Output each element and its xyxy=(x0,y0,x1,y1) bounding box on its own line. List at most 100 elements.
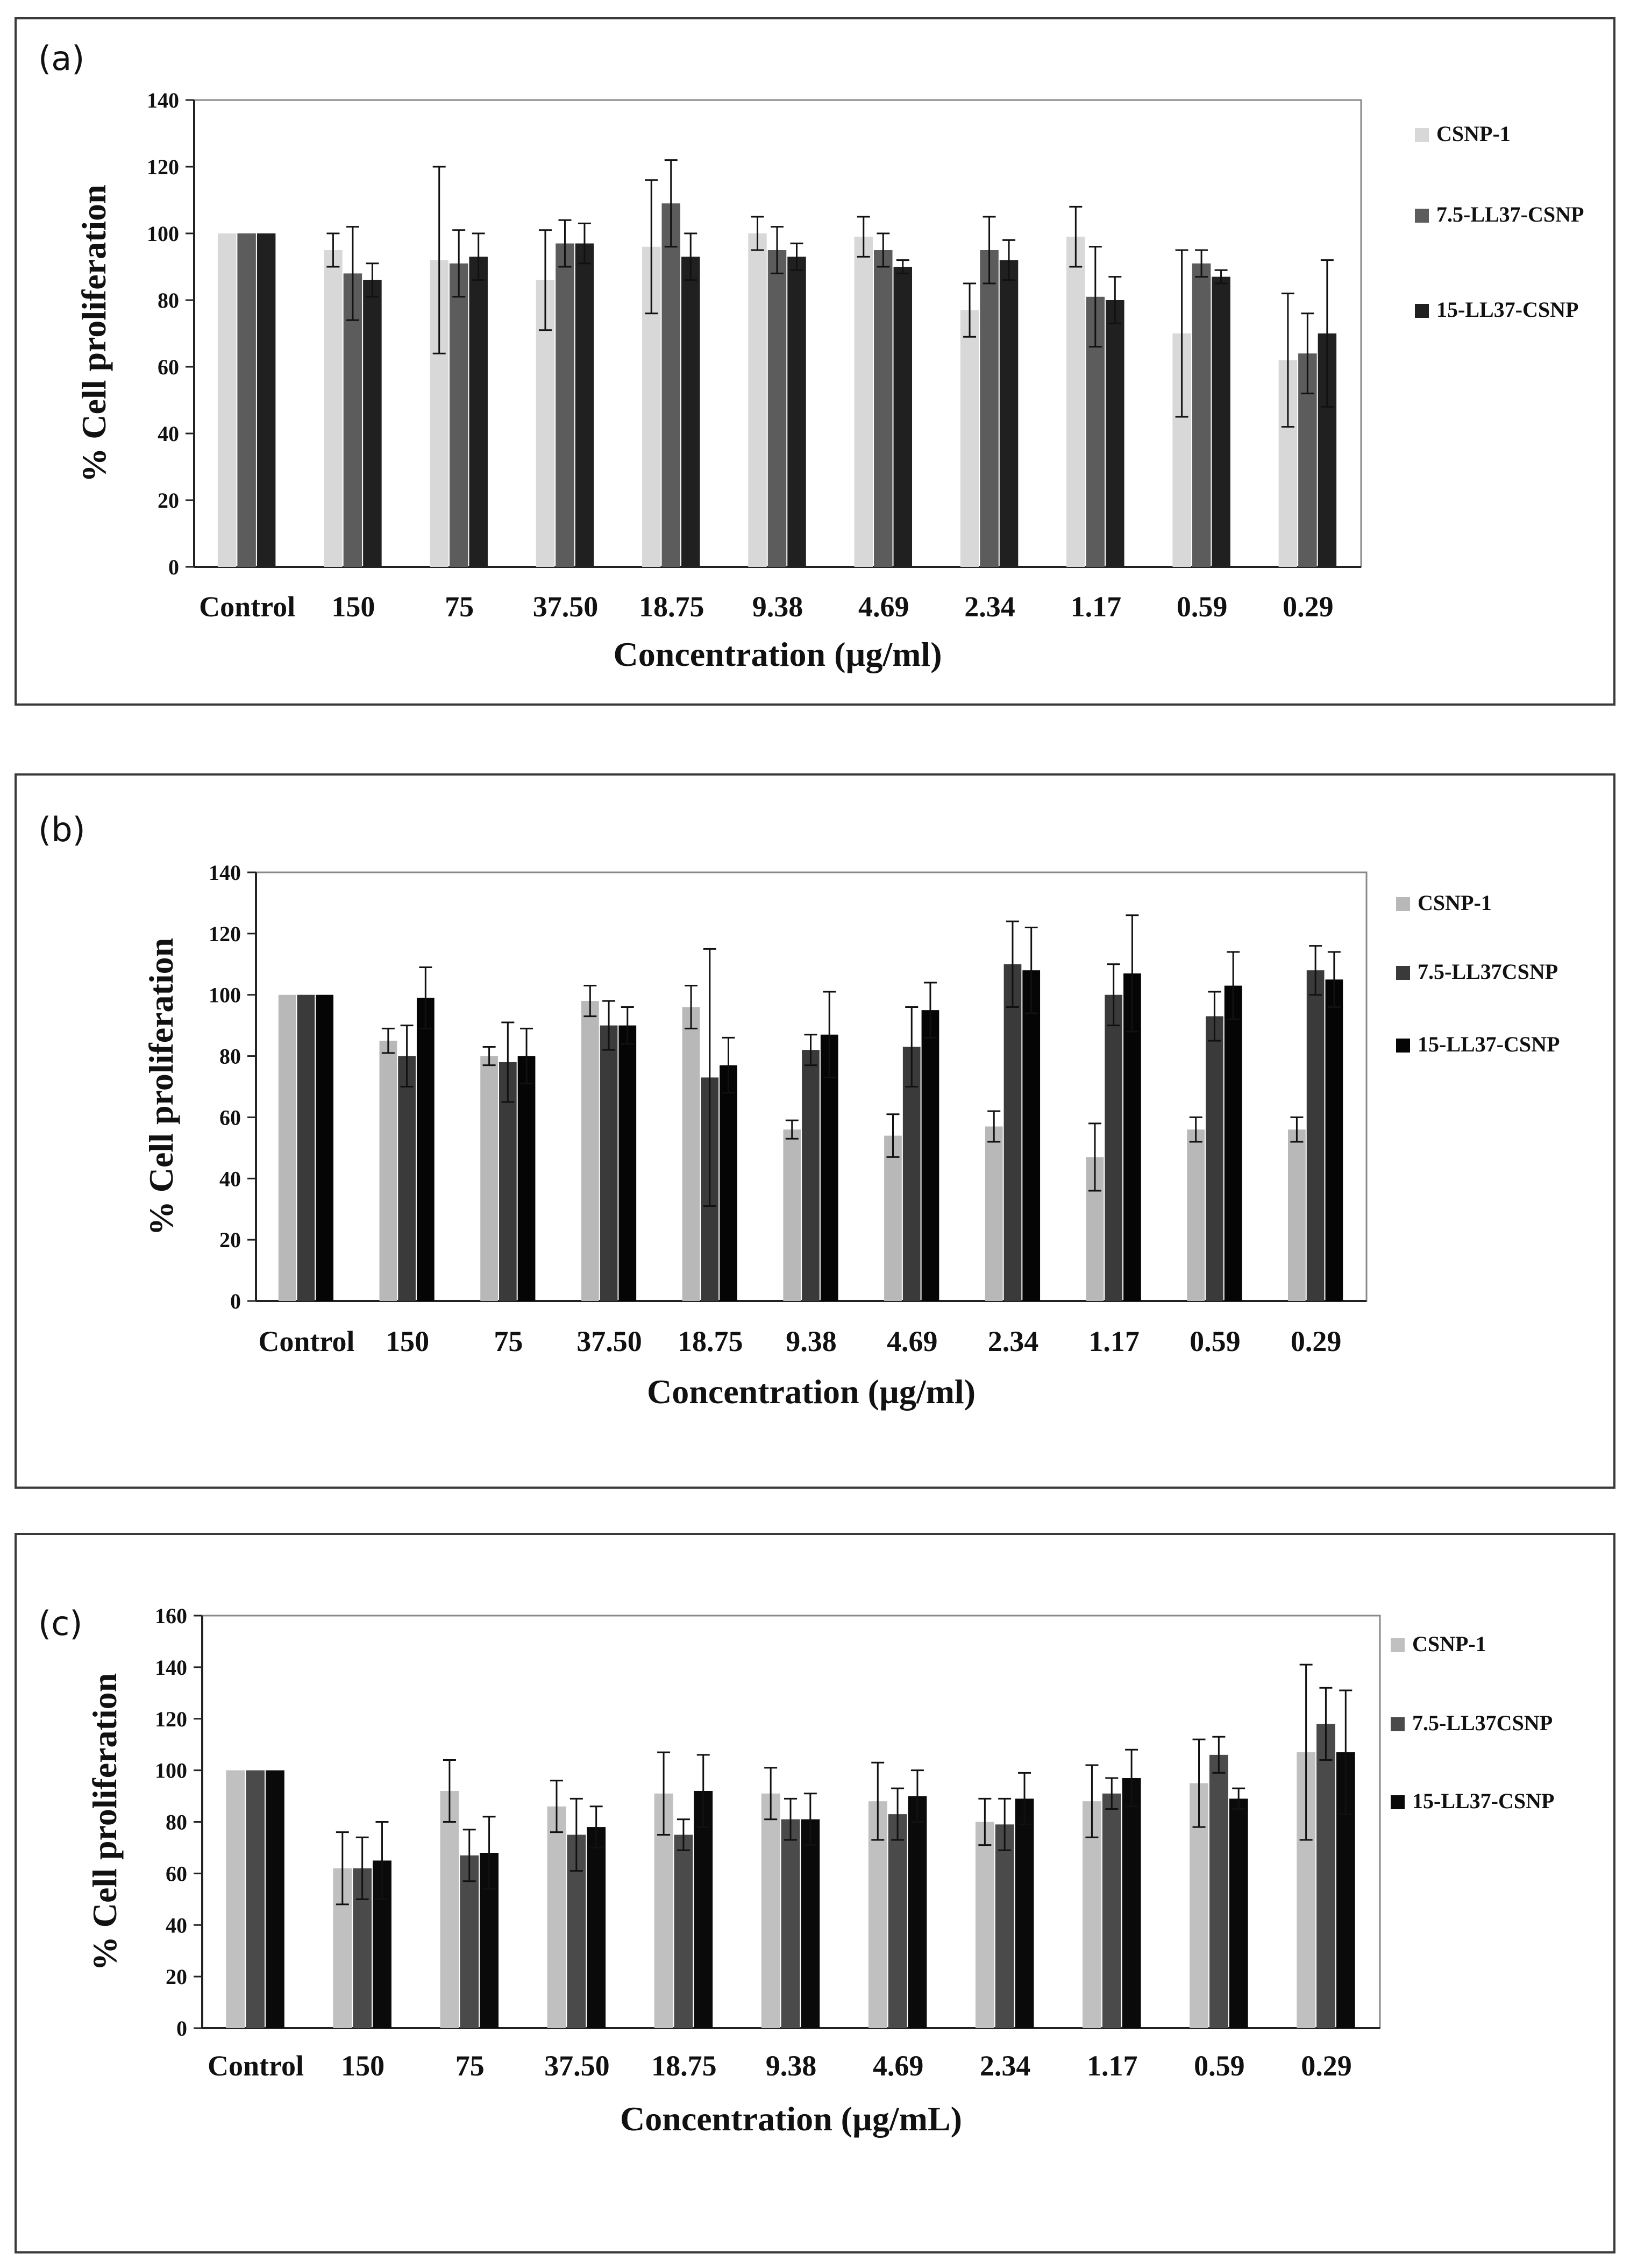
x-tick-label: 1.17 xyxy=(1087,2050,1138,2082)
y-tick-label: 160 xyxy=(155,1604,187,1628)
legend-swatch xyxy=(1396,966,1410,980)
bar xyxy=(902,1047,921,1301)
bar xyxy=(682,1007,700,1301)
bar xyxy=(1192,263,1211,567)
y-tick-label: 20 xyxy=(219,1228,241,1252)
x-tick-label: Control xyxy=(199,591,295,623)
panel-label: (a) xyxy=(38,39,85,78)
bar xyxy=(1316,1724,1335,2028)
bar xyxy=(1122,1778,1141,2028)
bar xyxy=(694,1790,713,2028)
bar xyxy=(980,250,999,567)
bar xyxy=(1015,1798,1034,2028)
y-tick-label: 100 xyxy=(155,1759,187,1783)
bar xyxy=(975,1822,994,2028)
x-tick-label: 9.38 xyxy=(752,591,803,623)
bar xyxy=(379,1041,397,1301)
bar xyxy=(1224,985,1242,1301)
y-tick-label: 80 xyxy=(219,1044,241,1069)
x-tick-label: 4.69 xyxy=(873,2050,924,2082)
legend-swatch xyxy=(1391,1717,1405,1731)
bar xyxy=(460,1855,479,2028)
bar xyxy=(547,1806,566,2028)
bar xyxy=(748,233,767,567)
bar xyxy=(587,1827,606,2028)
x-tick-label: 0.59 xyxy=(1190,1325,1241,1357)
legend-label: 7.5-LL37-CSNP xyxy=(1436,202,1584,226)
x-tick-label: 18.75 xyxy=(651,2050,717,2082)
bar xyxy=(618,1025,637,1301)
x-tick-label: Control xyxy=(258,1325,354,1357)
panel-label: (b) xyxy=(38,810,86,849)
bar xyxy=(517,1056,536,1301)
bar xyxy=(1325,979,1343,1301)
x-tick-label: 2.34 xyxy=(980,2050,1031,2082)
x-tick-label: 18.75 xyxy=(639,591,704,623)
x-tick-label: 150 xyxy=(331,591,375,623)
legend-swatch xyxy=(1396,1039,1410,1053)
bar xyxy=(720,1065,737,1301)
y-axis-title: % Cell proliferation xyxy=(142,938,180,1235)
bar xyxy=(1229,1798,1248,2028)
bar xyxy=(820,1034,838,1301)
bar xyxy=(854,237,873,567)
bar xyxy=(226,1770,245,2028)
x-axis-title: Concentration (µg/mL) xyxy=(620,2100,962,2138)
bar xyxy=(985,1126,1003,1301)
x-tick-label: 18.75 xyxy=(678,1325,743,1357)
x-tick-label: 150 xyxy=(341,2050,385,2082)
bar xyxy=(1209,1754,1228,2028)
legend-label: 15-LL37-CSNP xyxy=(1436,297,1578,322)
bar xyxy=(556,243,574,567)
legend-swatch xyxy=(1415,304,1429,318)
bar xyxy=(767,250,787,567)
x-tick-label: 0.29 xyxy=(1301,2050,1352,2082)
bar xyxy=(217,233,237,567)
legend-label: CSNP-1 xyxy=(1412,1632,1486,1656)
bar xyxy=(316,994,333,1301)
bar xyxy=(801,1819,820,2028)
y-tick-label: 120 xyxy=(209,922,241,946)
bar xyxy=(1105,994,1123,1301)
legend-label: 7.5-LL37CSNP xyxy=(1418,959,1558,984)
x-tick-label: 37.50 xyxy=(544,2050,610,2082)
bar xyxy=(893,267,913,567)
y-tick-label: 60 xyxy=(158,355,179,379)
y-tick-label: 0 xyxy=(168,555,179,579)
bar xyxy=(237,233,256,567)
x-tick-label: 37.50 xyxy=(576,1325,642,1357)
bar xyxy=(324,250,343,567)
y-axis-title: % Cell proliferation xyxy=(86,1673,124,1971)
x-tick-label: 1.17 xyxy=(1088,1325,1140,1357)
legend-label: CSNP-1 xyxy=(1436,122,1511,146)
y-axis-title: % Cell proliferation xyxy=(75,184,113,482)
bar-chart-a: 0 20 40 60 80 100 120 140 % Cell proliferation Co… xyxy=(75,88,1584,673)
legend-label: CSNP-1 xyxy=(1418,891,1492,915)
chart-panel-c: (c) 0 20 40 60 80 100 120 140 160 % Cell prolifer… xyxy=(15,1533,1615,2253)
y-tick-label: 140 xyxy=(209,861,241,885)
bar xyxy=(297,994,315,1301)
bar xyxy=(246,1770,265,2028)
legend-label: 7.5-LL37CSNP xyxy=(1412,1711,1553,1735)
y-tick-label: 100 xyxy=(209,983,241,1007)
y-tick-label: 80 xyxy=(166,1810,187,1835)
bar xyxy=(783,1129,801,1301)
bar xyxy=(661,203,680,567)
bar xyxy=(761,1793,780,2028)
bar xyxy=(480,1056,498,1301)
bar xyxy=(1206,1016,1223,1301)
x-axis-title: Concentration (µg/ml) xyxy=(647,1373,976,1411)
x-tick-label: 0.29 xyxy=(1291,1325,1342,1357)
bar xyxy=(257,233,276,567)
x-tick-label: 75 xyxy=(494,1325,523,1357)
bar xyxy=(278,994,296,1301)
y-tick-label: 60 xyxy=(166,1861,187,1886)
x-tick-label: 2.34 xyxy=(988,1325,1039,1357)
x-axis-title: Concentration (µg/ml) xyxy=(614,635,942,673)
bar xyxy=(398,1056,416,1301)
bar xyxy=(469,257,488,567)
bar xyxy=(343,273,362,567)
bar xyxy=(908,1796,927,2028)
x-tick-label: 0.59 xyxy=(1177,591,1228,623)
bar xyxy=(1083,1801,1101,2028)
